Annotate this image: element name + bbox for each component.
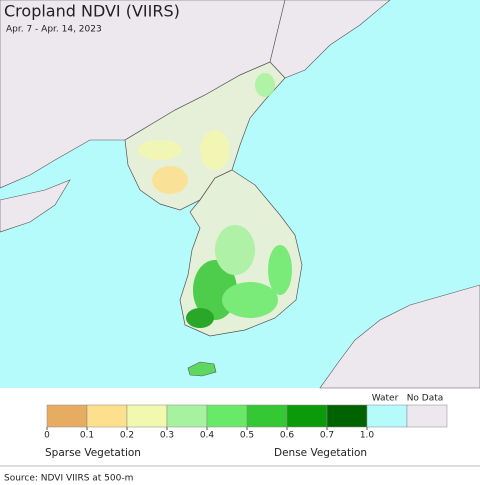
japan-land: [319, 284, 480, 389]
source: Source: NDVI VIIRS at 500-m: [4, 474, 133, 484]
legend-tick-label: 0.2: [120, 431, 134, 441]
legend: Water No Data 0 0.1 0.2 0.3 0.4 0.5 0.6 0.7 1.0 Spa…: [44, 394, 448, 459]
legend-tick-label: 0: [44, 431, 50, 441]
legend-swatch: [126, 404, 168, 428]
sparse-label: Sparse Vegetation: [45, 447, 141, 459]
water-swatch: [366, 404, 408, 428]
water-label: Water: [372, 394, 399, 404]
map: [0, 0, 480, 389]
legend-swatch: [286, 404, 328, 428]
legend-tick-label: 0.3: [160, 431, 174, 441]
legend-swatch: [86, 404, 128, 428]
legend-tick-label: 0.6: [280, 431, 295, 441]
title: Cropland NDVI (VIIRS): [4, 2, 180, 21]
legend-tick-label: 0.7: [320, 431, 334, 441]
vegetation-patches: [138, 73, 292, 328]
legend-swatch: [46, 404, 88, 428]
legend-tick-label: 0.5: [240, 431, 254, 441]
legend-swatch: [326, 404, 368, 428]
legend-swatch: [246, 404, 288, 428]
no-data-label: No Data: [407, 394, 444, 404]
dense-label: Dense Vegetation: [274, 447, 367, 459]
legend-tick-label: 0.1: [80, 431, 94, 441]
legend-swatch: [206, 404, 248, 428]
legend-tick-label: 1.0: [360, 431, 375, 441]
legend-swatch: [166, 404, 208, 428]
no-data-swatch: [406, 404, 448, 428]
jeju: [187, 361, 217, 377]
legend-tick-label: 0.4: [200, 431, 215, 441]
shandong-land: [0, 179, 71, 233]
subtitle: Apr. 7 - Apr. 14, 2023: [6, 25, 102, 35]
